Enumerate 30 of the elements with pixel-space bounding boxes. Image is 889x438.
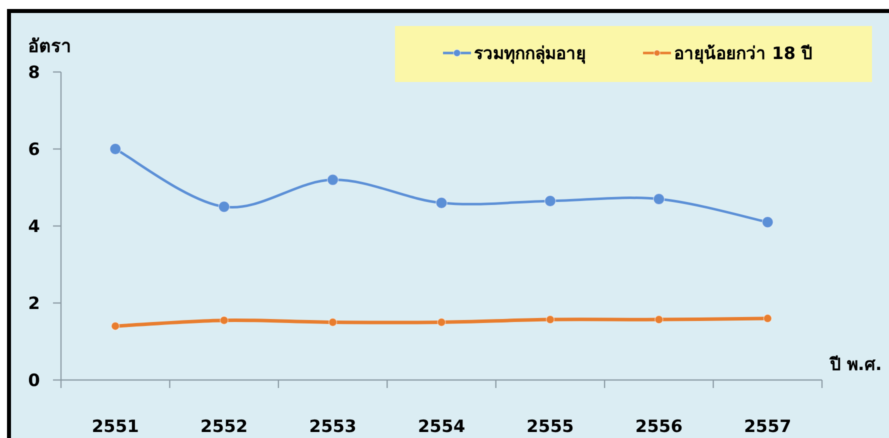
y-tick-label: 6: [28, 140, 40, 160]
point: [546, 315, 555, 324]
x-tick-label: 2552: [200, 417, 248, 437]
point: [218, 200, 230, 213]
x-tick-label: 2557: [744, 417, 792, 437]
point: [654, 315, 664, 324]
x-tick-label: 2551: [92, 417, 140, 437]
x-tick-label: 2555: [526, 417, 574, 437]
point: [110, 322, 120, 330]
point: [762, 216, 774, 228]
point: [763, 314, 772, 323]
point: [653, 193, 665, 205]
point: [220, 316, 228, 325]
x-tick-label: 2556: [635, 417, 683, 437]
point: [437, 318, 446, 327]
y-axis-title: อัตรา: [28, 36, 71, 57]
y-tick-label: 4: [28, 217, 40, 237]
y-tick-label: 8: [28, 63, 40, 83]
point: [544, 195, 556, 207]
y-tick-label: 2: [28, 294, 40, 314]
point: [109, 143, 122, 155]
legend-label: รวมทุกกลุ่มอายุ: [474, 44, 586, 64]
x-axis-title: ปี พ.ศ.: [829, 354, 882, 375]
legend-label: อายุน้อยกว่า 18 ปี: [674, 43, 812, 64]
x-tick-label: 2553: [309, 417, 356, 437]
point: [326, 174, 339, 186]
y-tick-label: 0: [28, 371, 40, 391]
point: [328, 318, 338, 327]
point: [436, 197, 448, 209]
x-tick-label: 2554: [418, 417, 466, 437]
